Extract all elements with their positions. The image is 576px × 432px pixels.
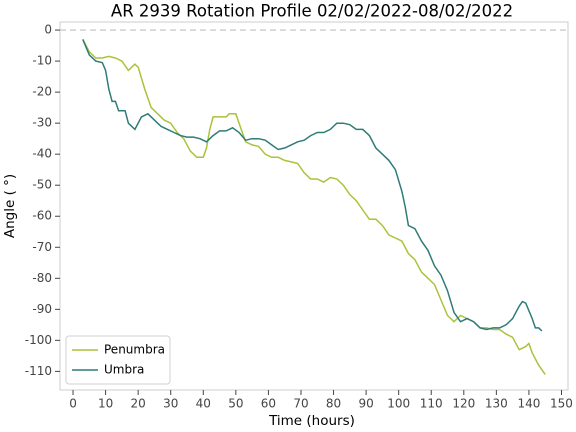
x-axis-label: Time (hours)	[268, 413, 355, 429]
x-tick-label: 120	[452, 397, 475, 411]
y-tick-label: -90	[32, 302, 52, 316]
y-tick-label: -10	[32, 54, 52, 68]
x-tick-label: 20	[131, 397, 146, 411]
x-tick-label: 70	[293, 397, 308, 411]
x-tick-label: 130	[485, 397, 508, 411]
x-tick-label: 10	[98, 397, 113, 411]
x-tick-label: 80	[326, 397, 341, 411]
y-tick-label: -100	[25, 333, 52, 347]
x-tick-label: 90	[358, 397, 373, 411]
x-tick-label: 140	[517, 397, 540, 411]
y-tick-label: 0	[44, 23, 52, 37]
legend-label: Umbra	[104, 363, 144, 377]
x-tick-label: 110	[420, 397, 443, 411]
chart-title: AR 2939 Rotation Profile 02/02/2022-08/0…	[111, 2, 513, 21]
x-tick-label: 0	[69, 397, 77, 411]
y-tick-label: -60	[32, 209, 52, 223]
y-tick-label: -20	[32, 85, 52, 99]
y-tick-label: -80	[32, 271, 52, 285]
x-tick-label: 150	[550, 397, 573, 411]
legend-box	[65, 335, 171, 385]
y-tick-label: -40	[32, 147, 52, 161]
plot-frame	[59, 21, 569, 391]
legend-label: Penumbra	[104, 343, 165, 357]
x-tick-label: 50	[228, 397, 243, 411]
x-tick-label: 60	[261, 397, 276, 411]
series-line	[82, 39, 543, 332]
y-axis-label: Angle ( °)	[2, 174, 18, 238]
x-tick-label: 100	[387, 397, 410, 411]
y-tick-label: -50	[32, 178, 52, 192]
y-tick-label: -110	[25, 364, 52, 378]
x-tick-label: 40	[196, 397, 211, 411]
y-tick-label: -30	[32, 116, 52, 130]
x-tick-label: 30	[163, 397, 178, 411]
y-tick-label: -70	[32, 240, 52, 254]
